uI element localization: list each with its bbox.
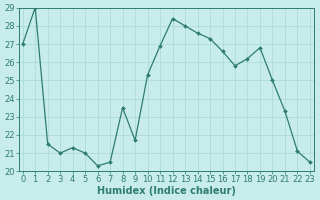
X-axis label: Humidex (Indice chaleur): Humidex (Indice chaleur) <box>97 186 236 196</box>
